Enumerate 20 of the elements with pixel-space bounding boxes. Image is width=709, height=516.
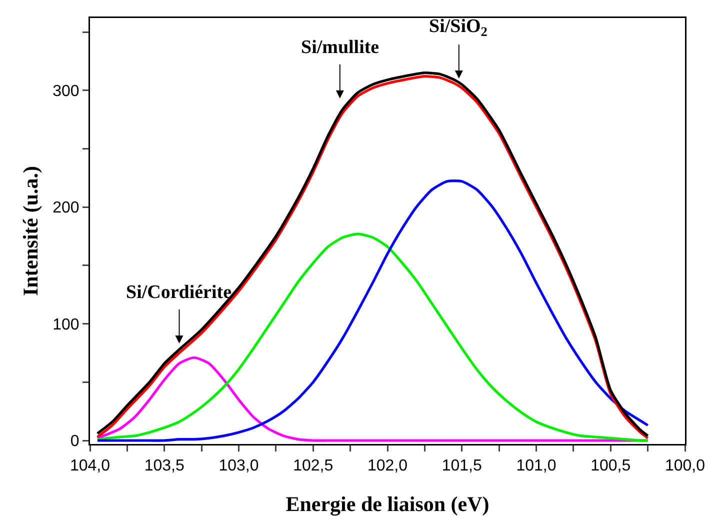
x-tick-label: 103,5: [144, 458, 184, 475]
x-tick-label: 101,0: [516, 458, 556, 475]
x-tick-label: 102,0: [367, 458, 408, 475]
x-tick-label: 103,0: [218, 458, 259, 475]
y-tick-label: 0: [70, 433, 80, 450]
y-tick-label: 100: [52, 316, 80, 334]
x-tick-label: 100,0: [664, 458, 706, 475]
x-tick-label: 101,5: [442, 458, 482, 475]
x-tick-label: 100,5: [590, 458, 631, 475]
annotation: Si/Cordiérite: [126, 282, 232, 303]
y-tick-label: 300: [52, 82, 80, 100]
annotation: Si/mullite: [301, 37, 380, 58]
y-axis-title: Intensité (u.a.): [18, 166, 42, 296]
x-axis-title: Energie de liaison (eV): [286, 492, 490, 516]
line-series: [96, 180, 650, 442]
annotation: Si/SiO$_{2}$: [429, 16, 488, 39]
x-tick-label: 104,0: [70, 458, 110, 475]
x-tick-label: 102,5: [293, 458, 334, 475]
line-series: [96, 232, 650, 442]
y-tick-label: 200: [52, 200, 80, 217]
